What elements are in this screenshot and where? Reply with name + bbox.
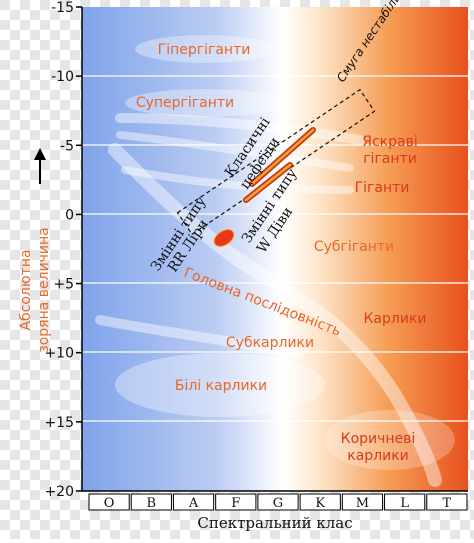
spectral-class-label: A bbox=[188, 496, 199, 511]
spectral-class-label: O bbox=[104, 496, 115, 511]
dwarfs-label: Карлики bbox=[363, 311, 426, 327]
plot-area bbox=[82, 7, 468, 491]
spectral-class-label: B bbox=[147, 496, 157, 511]
bright-giants-label-1: Яскраві bbox=[362, 134, 418, 150]
hypergiants-label: Гіпергіганти bbox=[158, 42, 251, 58]
spectral-class-box bbox=[384, 493, 426, 511]
x-axis-label: Спектральний клас bbox=[197, 514, 352, 532]
rr-lyrae-blob bbox=[213, 229, 235, 247]
spectral-class-box bbox=[130, 493, 172, 511]
y-axis-label-line1: Абсолютна bbox=[18, 249, 34, 330]
axes-frame bbox=[81, 7, 468, 492]
spectral-class-label: M bbox=[356, 496, 369, 511]
y-tick-label: +5 bbox=[53, 277, 74, 293]
subgiants-label: Субгіганти bbox=[314, 239, 394, 255]
brown-dwarfs-label-1: Коричневі bbox=[341, 431, 416, 447]
giants-label: Гіганти bbox=[355, 180, 410, 196]
brighter-arrow-icon bbox=[34, 148, 46, 184]
main-sequence-band bbox=[108, 143, 442, 487]
spectral-class-label: G bbox=[273, 496, 283, 511]
y-tick-label: 0 bbox=[65, 207, 74, 223]
y-tick-label: +20 bbox=[44, 484, 74, 500]
brown-dwarfs-label-2: карлики bbox=[347, 448, 409, 464]
y-axis-label-line2: зоряна величина bbox=[36, 227, 52, 353]
spectral-class-label: T bbox=[443, 496, 452, 511]
y-tick-label: -10 bbox=[51, 69, 74, 85]
bright-giants-label-2: гіганти bbox=[363, 151, 417, 167]
spectral-class-box bbox=[88, 493, 130, 511]
region-shapes bbox=[115, 35, 455, 470]
subdwarfs-label: Субкарлики bbox=[226, 335, 314, 351]
y-axis-ticks: -15 -10 -5 0 +5 +10 +15 +20 bbox=[44, 0, 82, 500]
y-tick-label: -15 bbox=[51, 0, 74, 16]
grid-lines bbox=[82, 75, 468, 422]
y-tick-label: +15 bbox=[44, 415, 74, 431]
brown-dwarfs-region bbox=[325, 410, 455, 470]
instability-strip bbox=[176, 88, 376, 236]
spectral-class-box bbox=[299, 493, 341, 511]
y-tick-label: +10 bbox=[44, 346, 74, 362]
spectral-class-box bbox=[426, 493, 468, 511]
spectral-class-label: L bbox=[400, 496, 409, 511]
white-dwarfs-region bbox=[115, 353, 325, 417]
y-axis-label: Абсолютна зоряна величина bbox=[18, 227, 52, 353]
variable-star-bars bbox=[243, 127, 316, 203]
y-tick-label: -5 bbox=[60, 138, 74, 154]
white-dwarfs-label: Білі карлики bbox=[175, 378, 267, 394]
instability-strip-box bbox=[176, 88, 376, 236]
supergiants-region bbox=[125, 89, 285, 117]
supergiants-label: Супергіганти bbox=[136, 95, 234, 111]
spectral-class-label: F bbox=[231, 496, 240, 511]
spectral-class-box bbox=[172, 493, 215, 511]
spectral-class-box bbox=[215, 493, 257, 511]
spectral-class-box bbox=[257, 493, 299, 511]
spectral-class-box bbox=[341, 493, 384, 511]
hypergiants-region bbox=[135, 35, 275, 63]
spectral-class-label: K bbox=[315, 496, 325, 511]
